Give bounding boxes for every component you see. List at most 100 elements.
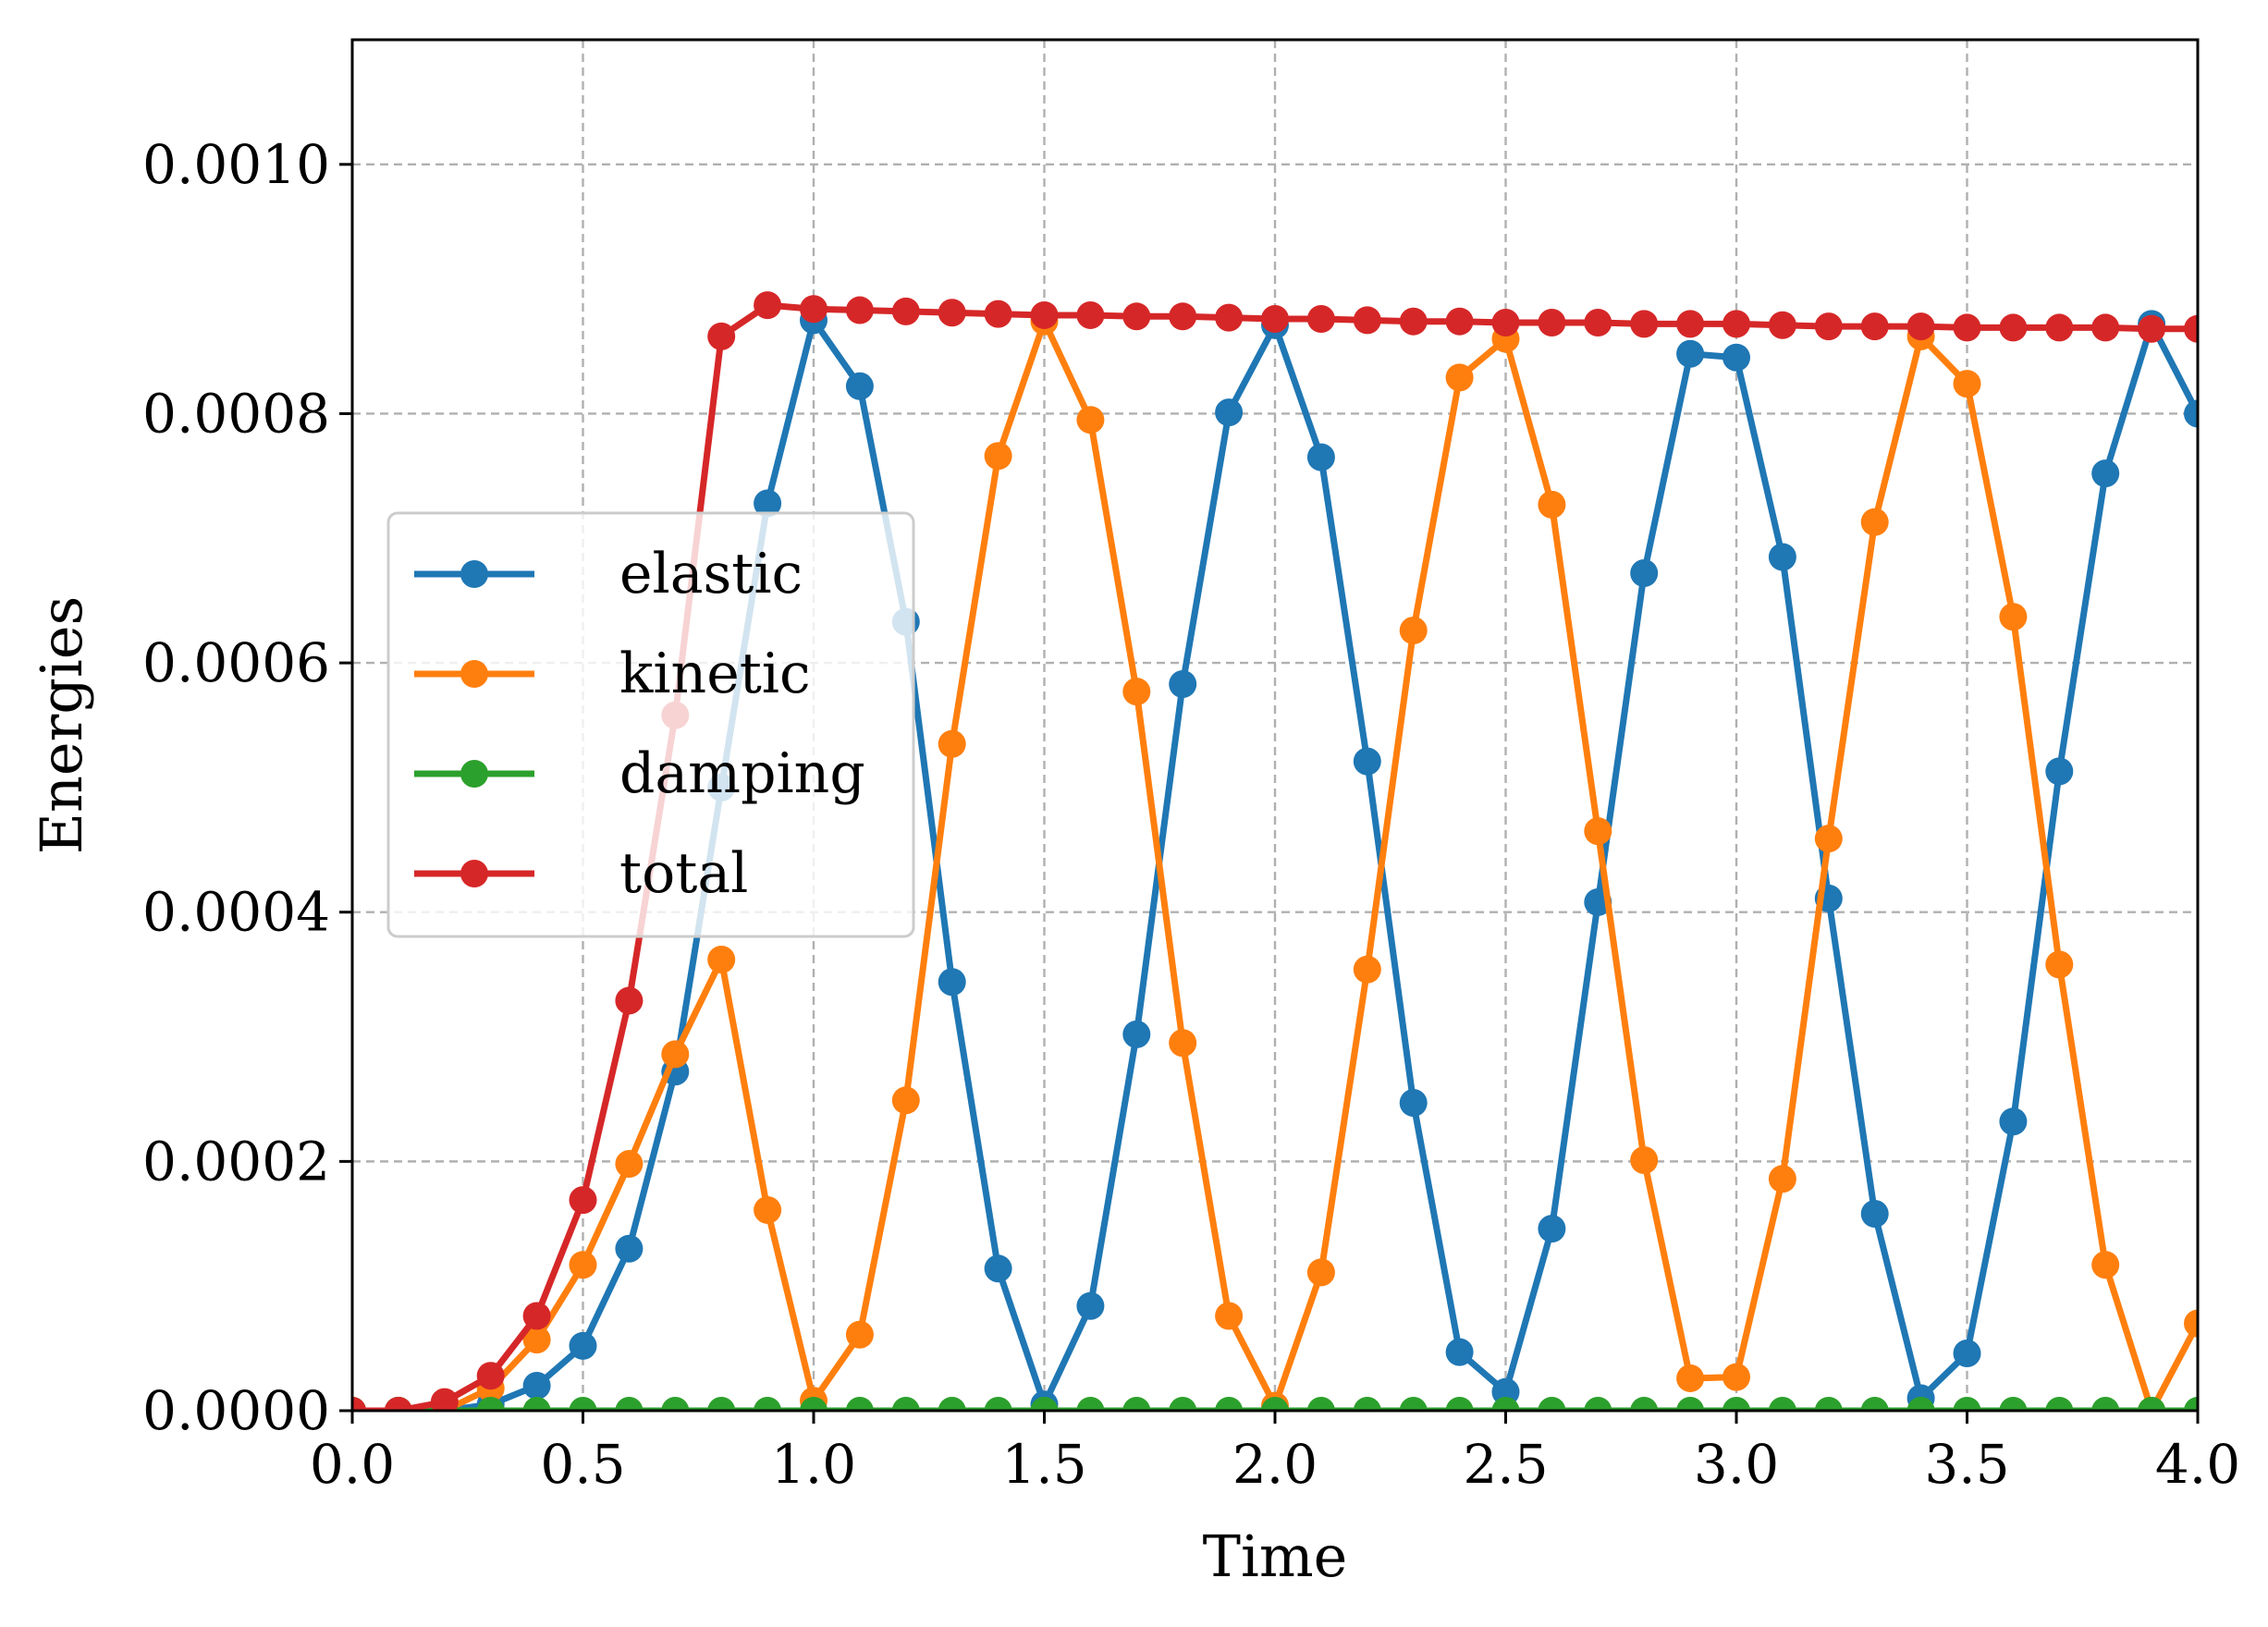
- y-axis-label: Energies: [28, 596, 95, 855]
- data-point-kinetic: [1215, 1302, 1244, 1330]
- data-point-damping: [1953, 1397, 1981, 1411]
- data-point-damping: [754, 1397, 782, 1411]
- y-tick-label: 0.0004: [142, 881, 330, 944]
- data-point-elastic: [2184, 399, 2198, 428]
- data-point-damping: [1353, 1397, 1381, 1411]
- legend-label: kinetic: [619, 642, 811, 706]
- data-point-damping: [2091, 1397, 2120, 1411]
- data-point-damping: [1030, 1397, 1059, 1411]
- x-tick-label: 1.5: [1001, 1433, 1086, 1496]
- data-point-total: [1906, 312, 1935, 341]
- data-point-elastic: [1630, 559, 1659, 588]
- legend-swatch-marker: [460, 560, 488, 588]
- data-point-kinetic: [845, 1320, 874, 1349]
- data-point-damping: [2138, 1397, 2166, 1411]
- y-tick-label: 0.0008: [142, 382, 330, 445]
- legend-swatch-marker: [460, 860, 488, 887]
- data-point-damping: [1399, 1397, 1428, 1411]
- legend-label: elastic: [619, 542, 803, 606]
- data-point-elastic: [754, 489, 782, 518]
- data-point-total: [2091, 313, 2120, 342]
- legend-box: [386, 511, 915, 938]
- data-point-kinetic: [1999, 603, 2028, 631]
- data-point-kinetic: [1676, 1364, 1705, 1392]
- data-point-damping: [522, 1397, 551, 1411]
- data-point-total: [2184, 314, 2198, 343]
- data-point-elastic: [1399, 1088, 1428, 1117]
- data-point-total: [754, 291, 782, 320]
- x-tick-label: 2.0: [1232, 1433, 1318, 1496]
- data-point-damping: [1584, 1397, 1612, 1411]
- data-point-damping: [984, 1397, 1012, 1411]
- data-point-elastic: [1676, 339, 1705, 368]
- data-point-kinetic: [1306, 1258, 1335, 1287]
- data-point-total: [1215, 303, 1244, 332]
- y-tick-label: 0.0006: [142, 631, 330, 694]
- data-point-total: [1122, 302, 1151, 331]
- data-point-kinetic: [1768, 1165, 1796, 1193]
- data-point-kinetic: [1630, 1146, 1659, 1175]
- data-point-damping: [938, 1397, 966, 1411]
- data-point-kinetic: [1122, 678, 1151, 706]
- data-point-total: [984, 300, 1012, 328]
- data-point-total: [522, 1302, 551, 1330]
- data-point-kinetic: [1814, 825, 1843, 853]
- x-tick-label: 3.5: [1924, 1433, 2009, 1496]
- data-point-damping: [476, 1397, 505, 1411]
- data-point-total: [1722, 310, 1750, 338]
- data-point-elastic: [1953, 1339, 1981, 1367]
- x-tick-label: 2.5: [1463, 1433, 1548, 1496]
- data-point-total: [1076, 300, 1105, 329]
- data-point-damping: [891, 1397, 920, 1411]
- data-point-kinetic: [707, 945, 736, 973]
- data-point-damping: [2184, 1397, 2198, 1411]
- series-total: [352, 291, 2198, 1411]
- data-point-damping: [800, 1397, 828, 1411]
- data-point-damping: [569, 1397, 597, 1411]
- data-point-kinetic: [1860, 508, 1889, 536]
- data-point-kinetic: [1399, 617, 1428, 645]
- data-point-total: [384, 1397, 412, 1411]
- data-point-damping: [1215, 1397, 1244, 1411]
- data-point-elastic: [1306, 443, 1335, 471]
- data-point-kinetic: [1169, 1029, 1197, 1058]
- data-point-kinetic: [1076, 406, 1105, 434]
- legend-item-kinetic: kinetic: [414, 642, 811, 706]
- data-point-kinetic: [984, 442, 1012, 471]
- legend-item-elastic: elastic: [414, 542, 803, 606]
- data-point-total: [800, 295, 828, 324]
- data-point-damping: [1445, 1397, 1474, 1411]
- data-point-total: [1584, 309, 1612, 337]
- data-point-total: [707, 322, 736, 350]
- legend-item-damping: damping: [414, 741, 865, 806]
- data-point-elastic: [845, 372, 874, 400]
- data-point-kinetic: [661, 1040, 690, 1069]
- data-point-elastic: [1538, 1215, 1566, 1243]
- data-point-total: [845, 296, 874, 324]
- legend-swatch-marker: [460, 760, 488, 788]
- data-point-kinetic: [1722, 1363, 1750, 1391]
- data-point-elastic: [522, 1372, 551, 1401]
- data-point-elastic: [984, 1254, 1012, 1283]
- data-point-elastic: [938, 968, 966, 997]
- data-point-kinetic: [754, 1195, 782, 1224]
- data-point-total: [938, 299, 966, 327]
- plot-area: [352, 291, 2198, 1411]
- data-point-total: [1261, 304, 1289, 333]
- y-tick-label: 0.0002: [142, 1130, 330, 1193]
- data-point-total: [476, 1362, 505, 1390]
- data-point-kinetic: [938, 729, 966, 758]
- data-point-elastic: [1860, 1199, 1889, 1228]
- x-tick-label: 0.0: [310, 1433, 395, 1496]
- data-point-total: [1169, 302, 1197, 331]
- data-point-damping: [1538, 1397, 1566, 1411]
- data-point-kinetic: [1953, 370, 1981, 398]
- data-point-kinetic: [1584, 817, 1612, 846]
- data-point-total: [1399, 307, 1428, 336]
- data-point-total: [1953, 313, 1981, 342]
- data-point-total: [1768, 311, 1796, 339]
- data-point-total: [1030, 300, 1059, 329]
- x-tick-label: 1.0: [771, 1433, 856, 1496]
